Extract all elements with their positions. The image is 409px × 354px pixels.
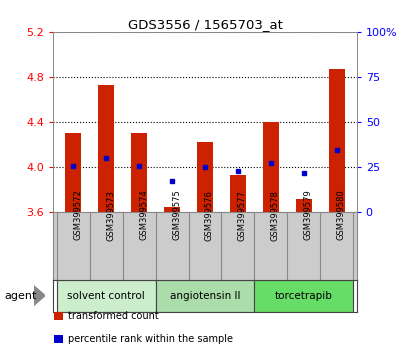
Text: agent: agent	[4, 291, 36, 301]
Text: GSM399573: GSM399573	[106, 190, 115, 240]
Text: torcetrapib: torcetrapib	[274, 291, 332, 301]
Bar	[155, 280, 254, 312]
Bar	[262, 122, 279, 212]
Text: GSM399578: GSM399578	[270, 190, 279, 240]
Text: GSM399576: GSM399576	[204, 190, 213, 240]
Bar	[254, 280, 353, 312]
Bar	[54, 335, 63, 343]
Text: angiotensin II: angiotensin II	[169, 291, 240, 301]
Text: GSM399579: GSM399579	[303, 190, 312, 240]
Bar	[163, 207, 180, 212]
Bar	[56, 280, 155, 312]
Text: GSM399575: GSM399575	[172, 190, 181, 240]
Bar	[328, 69, 344, 212]
Text: percentile rank within the sample: percentile rank within the sample	[67, 334, 232, 344]
Bar	[229, 175, 246, 212]
Polygon shape	[34, 286, 45, 306]
Text: GSM399577: GSM399577	[237, 190, 246, 240]
Text: GSM399572: GSM399572	[73, 190, 82, 240]
Text: transformed count: transformed count	[67, 311, 158, 321]
Bar	[196, 142, 213, 212]
Text: GSM399580: GSM399580	[336, 190, 345, 240]
Bar	[130, 133, 147, 212]
Title: GDS3556 / 1565703_at: GDS3556 / 1565703_at	[127, 18, 282, 31]
Text: solvent control: solvent control	[67, 291, 145, 301]
Bar	[54, 312, 63, 320]
Text: GSM399574: GSM399574	[139, 190, 148, 240]
Bar	[65, 133, 81, 212]
Bar	[295, 199, 311, 212]
Bar	[98, 85, 114, 212]
